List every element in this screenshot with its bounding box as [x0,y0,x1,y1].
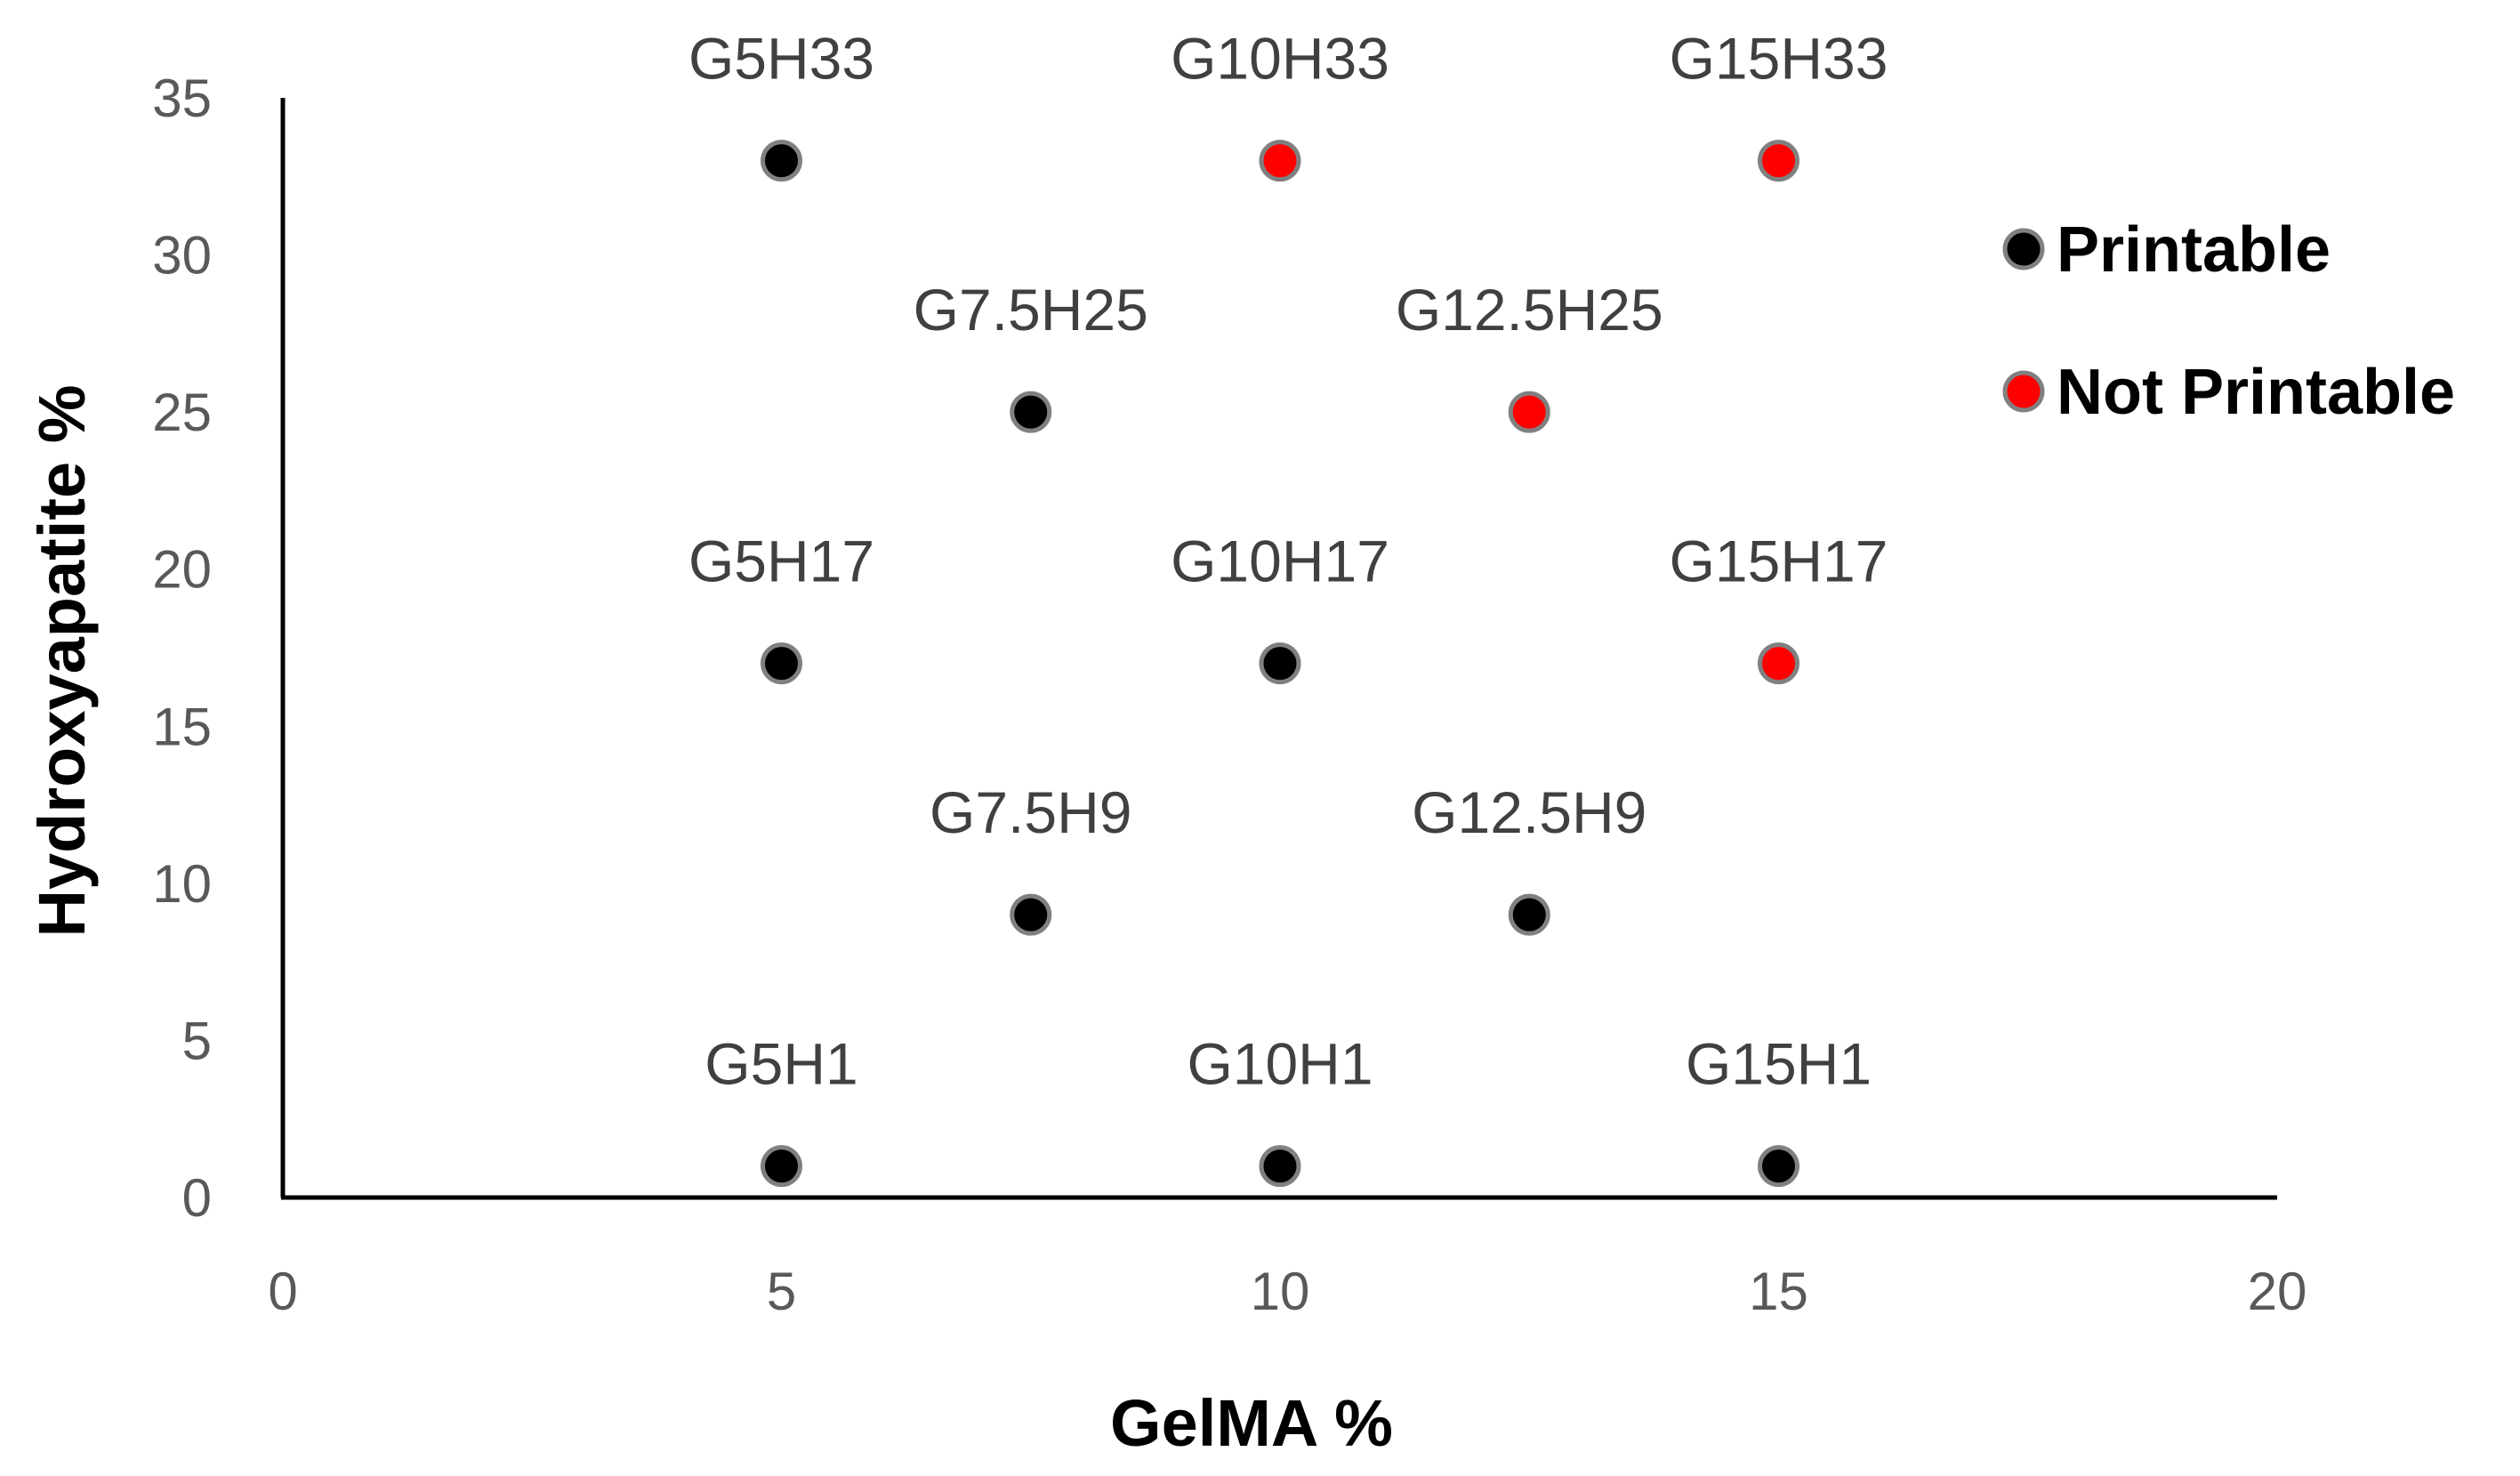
data-point-g12-5h25 [1508,391,1550,433]
data-point-g15h33 [1758,140,1799,182]
point-label: G12.5H25 [1396,277,1663,343]
y-tick-label: 0 [182,1168,212,1228]
data-point-g10h17 [1259,642,1301,685]
point-label: G5H1 [704,1031,857,1097]
x-tick-label: 20 [2248,1262,2307,1321]
point-label: G15H1 [1686,1031,1872,1097]
axes [280,98,2277,1200]
data-point-g5h17 [761,642,802,685]
x-axis-title: GelMA % [1110,1386,1393,1460]
legend-label: Printable [2057,214,2331,286]
data-point-g7-5h25 [1010,391,1052,433]
legend: Printable Not Printable [2002,214,2455,428]
y-tick-label: 25 [152,383,212,442]
data-point-g5h33 [761,140,802,182]
data-point-g7-5h9 [1010,893,1052,936]
point-label: G12.5H9 [1412,779,1646,845]
x-tick-label: 10 [1251,1262,1310,1321]
data-point-g10h1 [1259,1145,1301,1188]
tick-labels: 0 5 10 15 20 0 5 10 15 20 25 30 35 [152,69,2307,1321]
point-label: G10H17 [1171,528,1389,594]
x-tick-label: 5 [767,1262,796,1321]
data-point-g15h1 [1758,1145,1799,1188]
data-point-g10h33 [1259,140,1301,182]
y-tick-label: 20 [152,540,212,600]
y-tick-label: 15 [152,697,212,756]
point-label: G15H17 [1670,528,1888,594]
y-tick-label: 10 [152,854,212,914]
data-point-g12-5h9 [1508,893,1550,936]
y-tick-label: 5 [182,1011,212,1070]
point-label: G7.5H9 [930,779,1131,845]
legend-label: Not Printable [2057,357,2455,428]
data-point-g15h17 [1758,642,1799,685]
x-tick-label: 0 [268,1262,297,1321]
point-label: G10H33 [1171,26,1389,92]
point-label: G5H17 [688,528,874,594]
legend-marker-printable [2002,228,2045,270]
point-labels: G5H33 G10H33 G15H33 G7.5H25 G12.5H25 G5H17 G10… [688,26,1888,1097]
data-point-g5h1 [761,1145,802,1188]
x-tick-label: 15 [1749,1262,1808,1321]
point-label: G5H33 [688,26,874,92]
y-tick-label: 35 [152,69,212,128]
y-tick-label: 30 [152,226,212,286]
y-axis-title: Hydroxyapatite % [25,385,99,938]
data-points [761,140,1799,1188]
legend-marker-not-printable [2002,370,2045,413]
point-label: G15H33 [1670,26,1888,92]
point-label: G7.5H25 [914,277,1148,343]
point-label: G10H1 [1187,1031,1373,1097]
